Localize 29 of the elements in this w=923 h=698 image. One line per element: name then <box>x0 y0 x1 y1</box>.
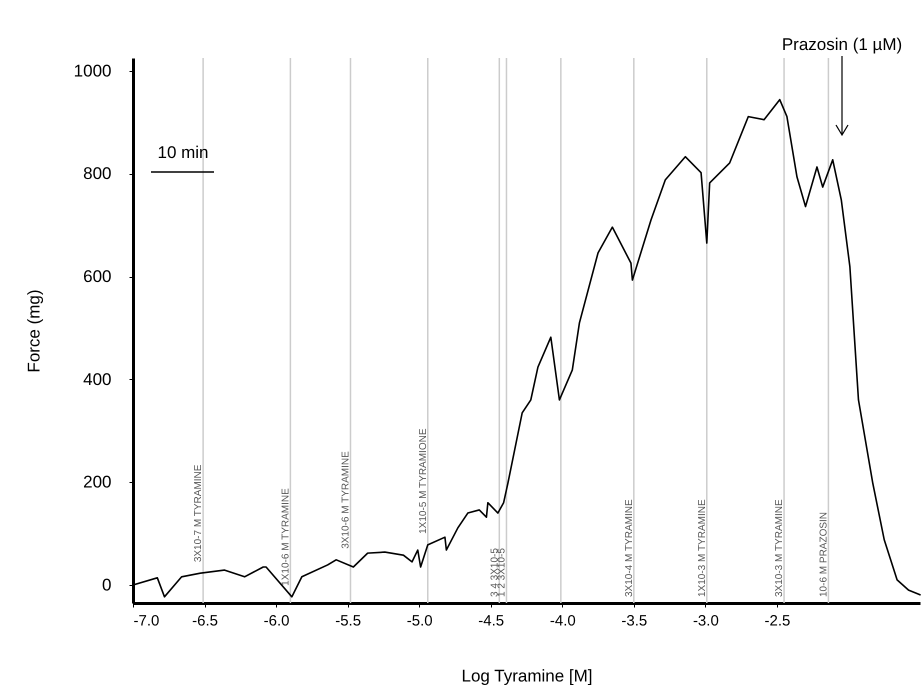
x-tick-label: -5.5 <box>335 612 362 630</box>
y-tick-label: 400 <box>83 370 112 389</box>
text: Prazosin (1 µM) <box>782 35 902 54</box>
x-tick-label: -2.5 <box>764 612 790 630</box>
x-tick-label: -3.0 <box>692 612 719 630</box>
x-tick-label: -7.0 <box>134 612 160 630</box>
y-tick-label: 200 <box>83 472 112 492</box>
ref-line-label: 3X10-6 M TYRAMINE <box>340 450 352 549</box>
ref-line-label: 1X10-5 M TYRAMIONE <box>418 428 429 534</box>
x-tick-label: -6.5 <box>192 612 218 630</box>
ref-line-label: 3X10-7 M TYRAMINE <box>193 464 204 562</box>
x-tick-label: -6.0 <box>264 612 290 630</box>
ref-line-label: 1X10-3 M TYRAMINE <box>696 499 708 597</box>
x-axis-title: Log Tyramine [M] <box>461 666 593 686</box>
y-tick-label: 600 <box>83 267 112 286</box>
x-tick-label: -5.0 <box>406 612 433 630</box>
ref-line-label: 3X10-4 M TYRAMINE <box>624 499 635 597</box>
y-axis-title: Force (mg) <box>24 289 44 373</box>
x-tick-label: -3.5 <box>621 612 648 630</box>
ref-line-label: 3X10-3 M TYRAMINE <box>774 499 786 597</box>
ref-line-label: 1 2 3X10-5 <box>496 548 508 597</box>
ref-line-label: 10-6 M PRAZOSIN <box>818 512 830 597</box>
ref-line-label: 1X10-6 M TYRAMINE <box>280 488 292 586</box>
x-tick-label: -4.5 <box>478 612 504 630</box>
annotation: 10 min <box>157 143 209 162</box>
y-tick-label: 0 <box>102 576 112 595</box>
y-tick-label: 1000 <box>74 61 112 80</box>
y-tick-label: 800 <box>83 164 112 184</box>
x-tick-label: -4.0 <box>550 612 576 630</box>
